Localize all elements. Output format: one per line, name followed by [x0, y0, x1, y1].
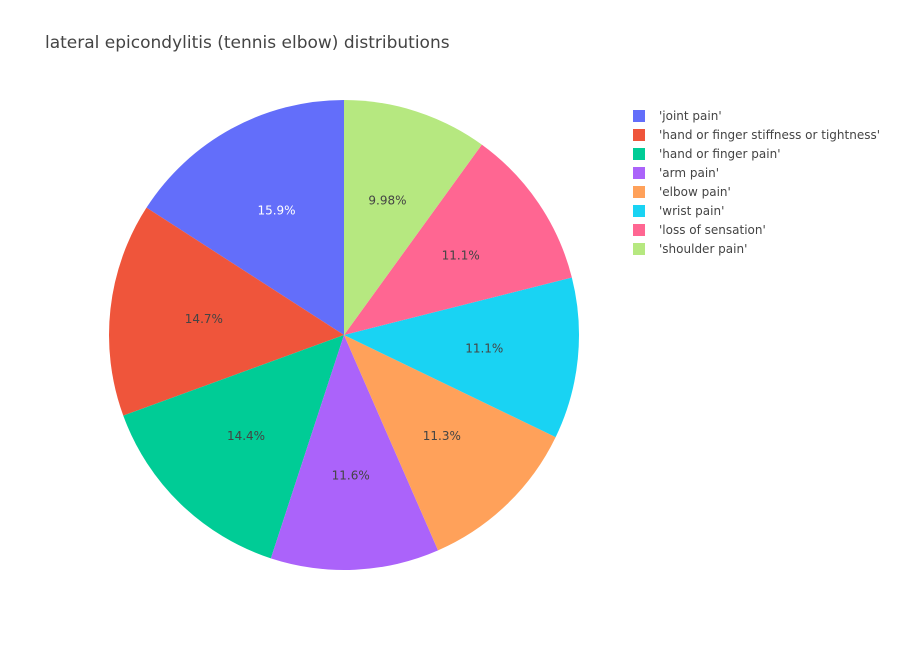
pie-slice-loss-of-sensation[interactable]	[344, 144, 572, 335]
legend-label: 'hand or finger stiffness or tightness'	[659, 127, 881, 142]
legend-item-shoulder-pain[interactable]: 'shoulder pain'	[633, 239, 880, 258]
pie-slice-hand-or-finger-stiffness-or-tightness[interactable]	[108, 207, 344, 416]
legend-label: 'loss of sensation'	[659, 222, 766, 237]
legend-label: 'elbow pain'	[659, 184, 731, 199]
slice-value-label: 11.1%	[442, 248, 480, 262]
legend-item-hand-or-finger-pain[interactable]: 'hand or finger pain'	[633, 144, 880, 163]
chart-title: lateral epicondylitis (tennis elbow) dis…	[45, 33, 450, 53]
legend-item-elbow-pain[interactable]: 'elbow pain'	[633, 182, 880, 201]
slice-value-label: 11.6%	[332, 468, 370, 482]
legend-item-arm-pain[interactable]: 'arm pain'	[633, 163, 880, 182]
legend-item-loss-of-sensation[interactable]: 'loss of sensation'	[633, 220, 880, 239]
legend-item-hand-or-finger-stiffness-or-tightness[interactable]: 'hand or finger stiffness or tightness'	[633, 125, 880, 144]
legend: 'joint pain' 'hand or finger stiffness or…	[633, 106, 880, 258]
legend-swatch	[633, 242, 645, 255]
slice-value-label: 11.1%	[465, 342, 503, 356]
legend-item-wrist-pain[interactable]: 'wrist pain'	[633, 201, 880, 220]
legend-swatch	[633, 128, 645, 141]
pie-slice-elbow-pain[interactable]	[344, 335, 556, 551]
legend-item-joint-pain[interactable]: 'joint pain'	[633, 106, 880, 125]
pie-slices	[108, 100, 580, 570]
slice-value-label: 9.98%	[368, 193, 406, 207]
legend-label: 'wrist pain'	[659, 203, 725, 218]
pie-slice-hand-or-finger-pain[interactable]	[123, 335, 344, 559]
slice-value-label: 11.3%	[423, 429, 461, 443]
slice-value-label: 14.7%	[185, 312, 223, 326]
legend-swatch	[633, 223, 645, 236]
legend-label: 'hand or finger pain'	[659, 146, 781, 161]
legend-label: 'joint pain'	[659, 108, 722, 123]
pie-slice-wrist-pain[interactable]	[344, 277, 580, 438]
slice-value-label: 14.4%	[227, 429, 265, 443]
legend-swatch	[633, 109, 645, 122]
pie-slice-shoulder-pain[interactable]	[344, 100, 482, 335]
legend-swatch	[633, 147, 645, 160]
pie-slice-labels: 15.9% 14.7% 14.4% 11.6% 11.3% 11.1% 11.1% 9.98%	[185, 193, 504, 482]
legend-swatch	[633, 185, 645, 198]
legend-label: 'arm pain'	[659, 165, 720, 180]
slice-value-label: 15.9%	[257, 204, 295, 218]
legend-label: 'shoulder pain'	[659, 241, 748, 256]
pie-slice-arm-pain[interactable]	[270, 335, 439, 570]
legend-swatch	[633, 204, 645, 217]
pie-slice-joint-pain[interactable]	[146, 100, 344, 335]
legend-swatch	[633, 166, 645, 179]
